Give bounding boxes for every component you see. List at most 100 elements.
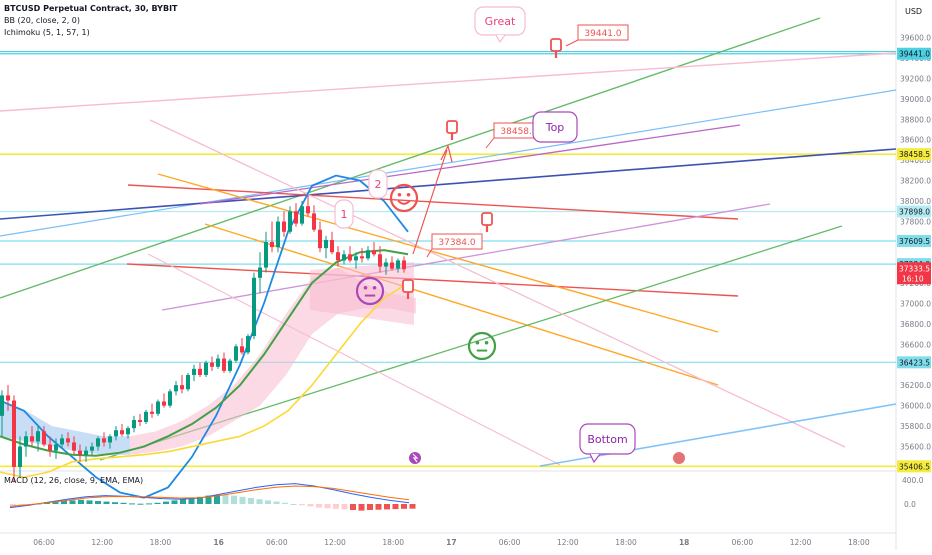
macd-indicator-label[interactable]: MACD (12, 26, close, 9, EMA, EMA) [4,476,144,485]
trend-line [199,124,741,205]
candle-body [186,374,190,390]
candle-body [108,436,112,443]
pointing-hand-icon-palm [481,212,493,226]
callout-two: 2 [368,169,388,199]
price-level-badge-label: 39441.0 [899,50,930,59]
candle-body [342,254,346,261]
candle-body [48,444,52,451]
macd-bar [163,501,169,504]
price-label-37384-box [431,233,483,250]
candle-body [144,411,148,423]
candle-body [30,436,34,442]
callout-one-text: 1 [341,208,348,221]
projection-arrow-head [440,144,453,163]
macd-y-tick: 0.0 [904,500,916,509]
bb-indicator-label[interactable]: BB (20, close, 2, 0) [4,16,80,25]
y-tick-label: 37000.0 [900,299,931,308]
candle-body [192,368,196,375]
candle-body [6,395,10,401]
macd-bar [282,502,288,504]
candle-body [72,442,76,451]
x-tick-label: 12:00 [324,538,346,547]
candle-body [366,250,370,259]
x-tick-label: 18 [679,538,689,547]
last-price-label: 37333.5 [899,264,930,273]
x-tick-label: 06:00 [499,538,521,547]
flag-icon [673,452,685,464]
price-label-37384: 37384.0 [431,233,483,250]
macd-bar [197,496,203,504]
candle-body [294,211,298,224]
callout-two-text: 2 [375,178,382,191]
callout-one: 1 [334,199,354,229]
candle-body [390,262,394,269]
price-level-badge-label: 36423.5 [899,358,930,367]
candle-body [270,242,274,248]
neutral-face-icon-eye [363,285,368,290]
macd-bar [214,495,220,504]
trend-line [0,52,897,112]
candle-body [402,260,406,270]
candle-body [264,242,268,268]
price-level-badge-label: 37609.5 [899,237,930,246]
trend-line [126,263,739,297]
candle-body [210,362,214,367]
candle-body [0,395,4,416]
candle-body [90,446,94,451]
x-tick-label: 18:00 [848,538,870,547]
macd-bar [273,501,280,504]
macd-bar [248,498,254,504]
candle-body [18,446,22,467]
macd-bar [384,504,390,510]
candle-body [258,267,262,278]
price-level-badge [897,148,931,161]
candle-body [42,431,46,445]
candle-body [114,430,118,437]
macd-bar [409,504,416,509]
x-tick-label: 12:00 [790,538,812,547]
candle-body [378,254,382,267]
neutral-face-icon [467,331,497,361]
symbol-title: BTCUSD Perpetual Contract, 30, BYBIT [4,4,178,13]
price-label-39441-text: 39441.0 [584,29,621,39]
currency-label[interactable]: USD [905,7,923,16]
macd-bar [367,504,373,510]
macd-bar [137,503,144,505]
y-tick-label: 39600.0 [900,33,931,42]
macd-signal-line [9,485,410,507]
candle-body [78,450,82,455]
y-tick-label: 37800.0 [900,218,931,227]
ichimoku-indicator-label[interactable]: Ichimoku (5, 1, 57, 1) [4,28,90,37]
candle-body [300,206,304,224]
candle-body [306,206,310,214]
macd-bar [95,501,101,504]
macd-bar [86,500,93,504]
y-tick-label: 38000.0 [900,197,931,206]
candle-body [162,401,166,406]
x-tick-label: 12:00 [557,538,579,547]
y-tick-label: 38600.0 [900,136,931,145]
macd-bar [265,500,271,504]
bollinger-basis [0,249,409,457]
y-tick-label: 39000.0 [900,95,931,104]
candle-body [102,438,106,443]
projection-arrow [412,149,448,255]
macd-bar [146,503,152,505]
price-level-badge [897,205,931,218]
macd-bar [392,504,399,510]
candle-body [330,239,334,253]
x-tick-label: 06:00 [33,538,55,547]
x-tick-label: 16 [213,538,223,547]
callout-bottom-box [579,423,636,455]
candle-body [240,346,244,353]
callout-bottom-text: Bottom [587,433,627,446]
neutral-face-icon-eye [372,285,377,290]
macd-bar [188,498,195,504]
callout-great-text: Great [485,15,516,28]
neutral-face-icon-outline [355,276,385,306]
y-tick-label: 38400.0 [900,156,931,165]
macd-bar [10,504,16,507]
candle-body [138,419,142,423]
